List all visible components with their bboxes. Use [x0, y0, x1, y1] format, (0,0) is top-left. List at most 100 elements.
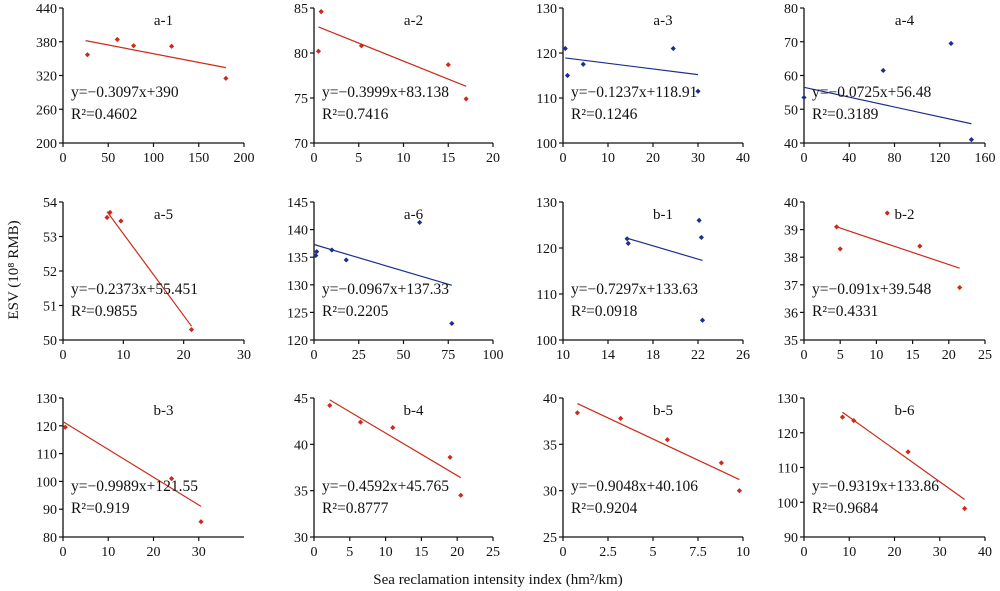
data-point	[618, 415, 624, 421]
data-point	[801, 94, 807, 101]
y-tick-label: 90	[784, 531, 798, 546]
trend-line	[318, 26, 467, 87]
x-tick-label: 10	[736, 545, 750, 560]
y-tick-label: 80	[784, 2, 798, 17]
trend-line	[803, 86, 972, 125]
x-tick-label: 25	[978, 348, 992, 363]
y-tick-label: 85	[294, 2, 308, 17]
x-tick-label: 0	[60, 151, 67, 166]
x-tick-label: 50	[397, 348, 411, 363]
y-tick-label: 52	[43, 265, 57, 280]
x-tick-label: 7.5	[689, 545, 707, 560]
x-tick-label: 20	[942, 348, 956, 363]
data-point	[357, 419, 364, 425]
x-tick-label: 30	[691, 151, 705, 166]
x-tick-label: 20	[147, 545, 161, 560]
y-tick-label: 40	[784, 137, 798, 152]
r-squared-label: R²=0.4602	[71, 106, 137, 123]
y-tick-label: 40	[294, 438, 308, 453]
x-tick-label: 10	[397, 151, 411, 166]
r-squared-label: R²=0.7416	[322, 106, 389, 123]
data-point	[851, 417, 857, 424]
y-axis-label: ESV (10⁸ RMB)	[6, 220, 22, 319]
x-tick-label: 80	[888, 151, 902, 166]
y-tick-label: 50	[43, 334, 57, 349]
x-tick-label: 50	[101, 151, 115, 166]
x-tick-label: 0	[801, 151, 808, 166]
data-point	[833, 224, 840, 230]
panel-b-4: 30 35 40 45 0 5 10 15 20 25 b-4 y=−0.4592x+45.765 R²…	[294, 392, 500, 560]
data-point	[458, 492, 464, 498]
y-tick-label: 130	[287, 279, 308, 294]
y-tick-label: 51	[43, 300, 57, 315]
data-point	[318, 9, 324, 15]
y-tick-label: 130	[536, 2, 557, 17]
data-point	[625, 240, 631, 246]
y-tick-label: 120	[287, 334, 308, 349]
regression-equation: y=−0.0967x+137.33	[322, 281, 449, 298]
y-tick-label: 130	[536, 196, 557, 211]
y-tick-label: 380	[36, 36, 57, 51]
r-squared-label: R²=0.1246	[571, 106, 638, 123]
y-tick-label: 38	[784, 251, 798, 266]
panel-title: a-4	[895, 13, 915, 29]
y-tick-label: 100	[36, 475, 57, 490]
y-tick-label: 110	[537, 288, 557, 303]
x-tick-label: 30	[192, 545, 206, 560]
y-tick-label: 70	[294, 137, 308, 152]
x-tick-label: 10	[601, 151, 615, 166]
y-tick-label: 130	[36, 392, 57, 407]
y-tick-label: 110	[537, 92, 557, 107]
data-point	[327, 402, 333, 409]
y-tick-label: 36	[784, 306, 798, 321]
y-tick-label: 37	[784, 279, 798, 294]
panel-a-3: 100 110 120 130 0 10 20 30 40 a-3 y=−0.1237x+118.9…	[536, 2, 750, 166]
data-point	[313, 252, 319, 259]
data-point	[917, 243, 923, 249]
data-point	[968, 137, 975, 143]
x-tick-label: 20	[486, 151, 500, 166]
data-point	[188, 327, 195, 333]
y-tick-label: 50	[784, 103, 798, 118]
y-tick-label: 40	[543, 392, 557, 407]
r-squared-label: R²=0.919	[71, 500, 130, 517]
y-tick-label: 80	[294, 47, 308, 62]
y-tick-label: 35	[784, 334, 798, 349]
x-tick-label: 160	[975, 151, 996, 166]
data-point	[884, 210, 890, 216]
data-point	[314, 249, 320, 255]
x-tick-label: 10	[869, 348, 883, 363]
y-tick-label: 100	[536, 334, 557, 349]
y-tick-label: 45	[294, 392, 308, 407]
panel-b-5: 25 30 35 40 0 2.5 5 7.5 10 b-5 y=−0.9048x+40.106 R²…	[543, 392, 750, 560]
y-tick-label: 320	[36, 70, 57, 85]
panel-a-1: 200 260 320 380 440 0 50 100 150 200 a-1 y=−0.3097x…	[36, 2, 255, 166]
x-tick-label: 0	[311, 151, 318, 166]
y-tick-label: 75	[294, 92, 308, 107]
x-tick-label: 10	[842, 545, 856, 560]
x-tick-label: 100	[483, 348, 504, 363]
panel-b-3: 80 90 100 110 120 130 0 10 20 30 b-3 y=−0.9989x+121…	[36, 392, 244, 560]
x-tick-label: 5	[837, 348, 844, 363]
data-point	[107, 209, 113, 215]
trend-line	[106, 211, 192, 327]
data-point	[343, 257, 349, 263]
y-tick-label: 120	[36, 420, 57, 435]
x-tick-label: 2.5	[599, 545, 617, 560]
x-tick-label: 10	[556, 348, 570, 363]
data-point	[169, 43, 175, 49]
y-tick-label: 120	[536, 242, 557, 257]
r-squared-label: R²=0.4331	[812, 303, 878, 320]
y-tick-label: 39	[784, 224, 798, 239]
x-tick-label: 14	[601, 348, 615, 363]
trend-line	[625, 237, 703, 261]
data-point	[718, 460, 724, 466]
r-squared-label: R²=0.2205	[322, 303, 389, 320]
regression-equation: y=−0.9048x+40.106	[571, 478, 698, 495]
y-tick-label: 100	[777, 496, 798, 511]
data-point	[839, 414, 846, 420]
regression-equation: y=−0.091x+39.548	[812, 281, 931, 298]
y-tick-label: 145	[287, 196, 308, 211]
data-point	[449, 320, 455, 327]
